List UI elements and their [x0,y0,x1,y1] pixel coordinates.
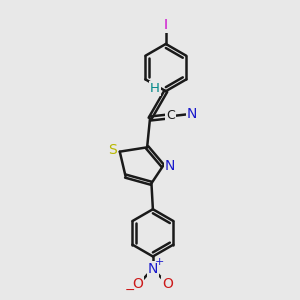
Text: S: S [108,143,117,157]
Text: −: − [125,284,136,297]
Text: H: H [150,82,160,95]
Text: I: I [164,18,168,32]
Text: N: N [187,107,197,121]
Text: O: O [132,278,143,291]
Text: C: C [167,110,175,122]
Text: N: N [148,262,158,276]
Text: N: N [165,159,175,173]
Text: +: + [154,257,164,267]
Text: O: O [163,278,173,291]
